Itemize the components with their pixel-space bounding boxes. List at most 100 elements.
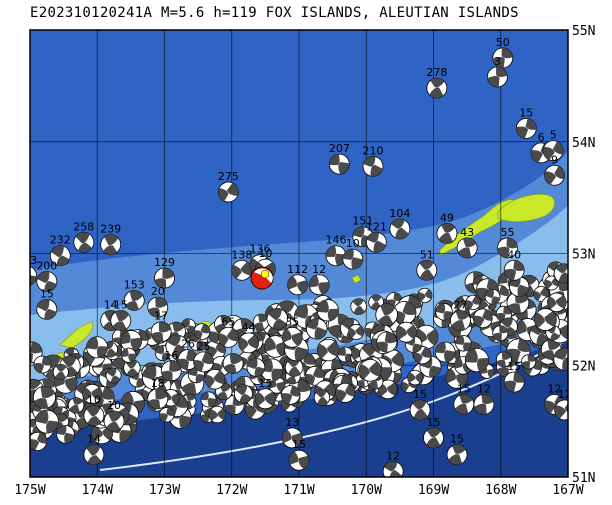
event-id: E202310120241A: [30, 5, 153, 21]
depth-label: 5: [550, 129, 557, 142]
depth-label: 151: [352, 215, 373, 228]
focal-mechanism: [434, 341, 456, 363]
depth-label: 44: [242, 321, 256, 334]
main-event-center: [260, 269, 270, 279]
focal-mechanism: [534, 308, 557, 331]
focal-mechanism: [154, 267, 175, 289]
focal-mechanism: [308, 274, 330, 296]
longitude-label: 171W: [283, 483, 314, 498]
focal-mechanism: [416, 259, 438, 281]
focal-mechanism: [423, 427, 444, 449]
depth-label: 9: [551, 153, 558, 166]
longitude-label: 173W: [149, 483, 180, 498]
focal-mechanism: [456, 237, 478, 259]
depth-label: 15: [507, 360, 521, 373]
focal-mechanism: [455, 335, 472, 352]
latitude-label: 52N: [572, 359, 595, 374]
focal-mechanism: [409, 399, 431, 421]
focal-mechanism: [280, 385, 301, 405]
focal-mechanism: [316, 299, 339, 322]
focal-mechanism: [252, 313, 270, 331]
focal-mechanism: [497, 237, 518, 259]
focal-mechanism: [204, 369, 226, 390]
depth-label: 14: [87, 433, 101, 446]
focal-mechanism: [544, 164, 565, 186]
focal-mechanism: [83, 405, 105, 426]
focal-mechanism: [284, 358, 304, 377]
focal-mechanism: [177, 349, 199, 371]
depth-label: 10: [107, 399, 121, 412]
focal-mechanism: [150, 321, 172, 343]
focal-mechanism: [464, 348, 489, 373]
focal-mechanism: [484, 288, 501, 305]
focal-mechanism: [395, 321, 417, 343]
depth-label: 129: [154, 256, 175, 269]
island-bogoslof: [351, 274, 362, 284]
focal-mechanism: [217, 326, 239, 348]
focal-mechanism: [205, 339, 226, 360]
depth-label: 50: [496, 36, 510, 49]
focal-mechanism: [486, 66, 508, 88]
focal-mechanism: [266, 308, 289, 330]
depth-label: 12: [558, 388, 572, 401]
depth-label: 210: [362, 144, 383, 157]
depth-label: 232: [50, 234, 71, 247]
focal-mechanism: [158, 407, 175, 423]
focal-mechanism: [435, 303, 453, 321]
depth-label: 15: [40, 287, 54, 300]
focal-mechanism: [200, 391, 217, 408]
depth-label: 233: [16, 254, 37, 267]
longitude-label: 167W: [552, 483, 583, 498]
depth-label: 136: [249, 243, 270, 256]
longitude-label: 169W: [418, 483, 449, 498]
depth-label: 10: [258, 247, 272, 260]
focal-mechanism: [472, 308, 493, 329]
focal-mechanism: [30, 431, 48, 451]
focal-mechanism: [553, 263, 568, 284]
map-title: E202310120241A M=5.6 h=119 FOX ISLANDS, …: [30, 5, 519, 21]
focal-mechanism: [214, 315, 233, 334]
focal-mechanism: [56, 425, 75, 444]
focal-mechanism: [436, 222, 458, 244]
event-depth: h=119: [213, 5, 257, 21]
depth-label: 138: [231, 248, 252, 261]
focal-mechanism: [288, 449, 310, 471]
focal-mechanism: [105, 367, 122, 384]
focal-mechanism: [350, 298, 367, 315]
focal-mechanism: [553, 347, 568, 371]
focal-mechanism: [208, 405, 226, 424]
depth-label: 112: [287, 263, 308, 276]
focal-mechanism: [147, 388, 169, 410]
depth-label: 12: [477, 382, 491, 395]
depth-label: 15: [413, 388, 427, 401]
longitude-label: 168W: [485, 483, 516, 498]
longitude-label: 170W: [351, 483, 382, 498]
depth-label: 15: [457, 382, 471, 395]
depth-label: 13: [285, 416, 299, 429]
focal-mechanism: [73, 231, 95, 253]
event-magnitude: M=5.6: [160, 5, 205, 21]
depth-label: 258: [73, 220, 94, 233]
depth-label: 15: [292, 438, 306, 451]
depth-label: 25: [197, 340, 211, 353]
focal-mechanism: [287, 274, 309, 296]
depth-label: 16: [164, 349, 178, 362]
focal-mechanism: [316, 338, 340, 362]
focal-mechanism: [82, 383, 103, 404]
focal-mechanism: [337, 346, 353, 363]
focal-mechanism: [83, 444, 105, 466]
focal-mechanism: [254, 388, 276, 410]
focal-mechanism: [335, 382, 356, 403]
depth-label: 43: [460, 226, 474, 239]
focal-mechanism: [503, 371, 525, 393]
focal-mechanism: [123, 290, 145, 311]
focal-mechanism: [52, 364, 69, 381]
focal-mechanism: [121, 347, 137, 363]
focal-mechanism: [281, 427, 303, 449]
focal-mechanism: [217, 181, 239, 203]
latitude-labels: 55N 54N 53N 52N 51N: [572, 24, 595, 486]
focal-mechanism: [222, 353, 244, 374]
longitude-label: 172W: [216, 483, 247, 498]
depth-label: 275: [218, 170, 239, 183]
